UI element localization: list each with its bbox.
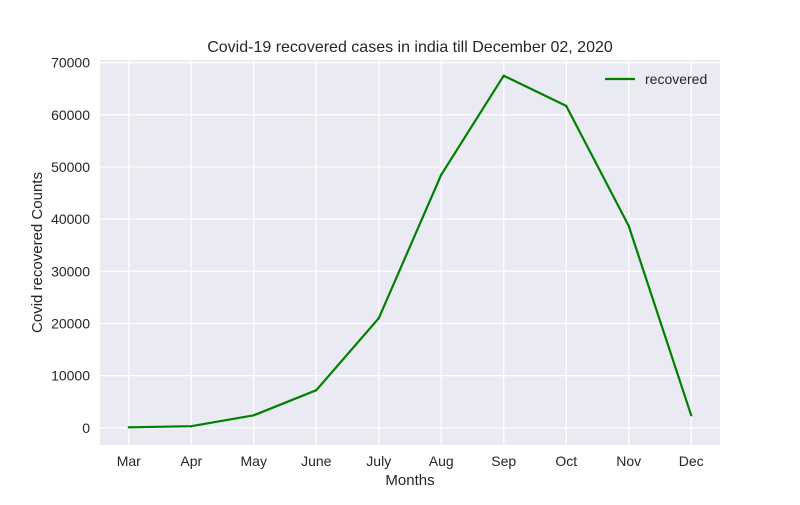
x-tick-label: Apr: [180, 453, 202, 469]
y-tick-label: 40000: [51, 211, 90, 227]
data-point: [127, 426, 130, 429]
x-tick-label: June: [301, 453, 332, 469]
series-layer: [127, 74, 693, 429]
y-axis-label: Covid recovered Counts: [29, 172, 46, 333]
x-tick-label: Dec: [679, 453, 704, 469]
x-tick-labels: Mar Apr May June July Aug Sep Oct Nov Dec: [117, 453, 704, 469]
data-point: [565, 104, 568, 108]
legend: recovered: [605, 71, 707, 87]
x-tick-label: July: [366, 453, 391, 469]
x-axis-label: Months: [385, 472, 434, 489]
grid-lines: [100, 60, 720, 445]
x-tick-label: May: [241, 453, 267, 469]
data-point: [627, 224, 630, 227]
data-point: [502, 74, 505, 77]
x-tick-label: Sep: [491, 453, 516, 469]
plot-area: [100, 60, 720, 445]
data-point: [190, 425, 193, 428]
x-tick-label: Mar: [117, 453, 141, 469]
x-tick-label: Oct: [555, 453, 577, 469]
chart-title: Covid-19 recovered cases in india till D…: [207, 39, 613, 56]
data-point: [440, 173, 443, 176]
data-point: [690, 414, 693, 417]
data-point: [315, 389, 318, 392]
data-point: [252, 414, 255, 417]
y-tick-label: 20000: [51, 315, 90, 331]
series-line-recovered: [128, 74, 693, 429]
y-tick-label: 30000: [51, 263, 90, 279]
y-tick-label: 10000: [51, 368, 90, 384]
y-tick-label: 50000: [51, 159, 90, 175]
y-tick-label: 0: [82, 420, 90, 436]
y-tick-label: 60000: [51, 107, 90, 123]
y-tick-label: 70000: [51, 55, 90, 71]
x-tick-label: Nov: [616, 453, 641, 469]
data-point: [377, 317, 380, 320]
x-tick-label: Aug: [429, 453, 454, 469]
legend-label: recovered: [645, 71, 707, 87]
y-tick-labels: 0 10000 20000 30000 40000 50000 60000 70000: [51, 55, 90, 436]
